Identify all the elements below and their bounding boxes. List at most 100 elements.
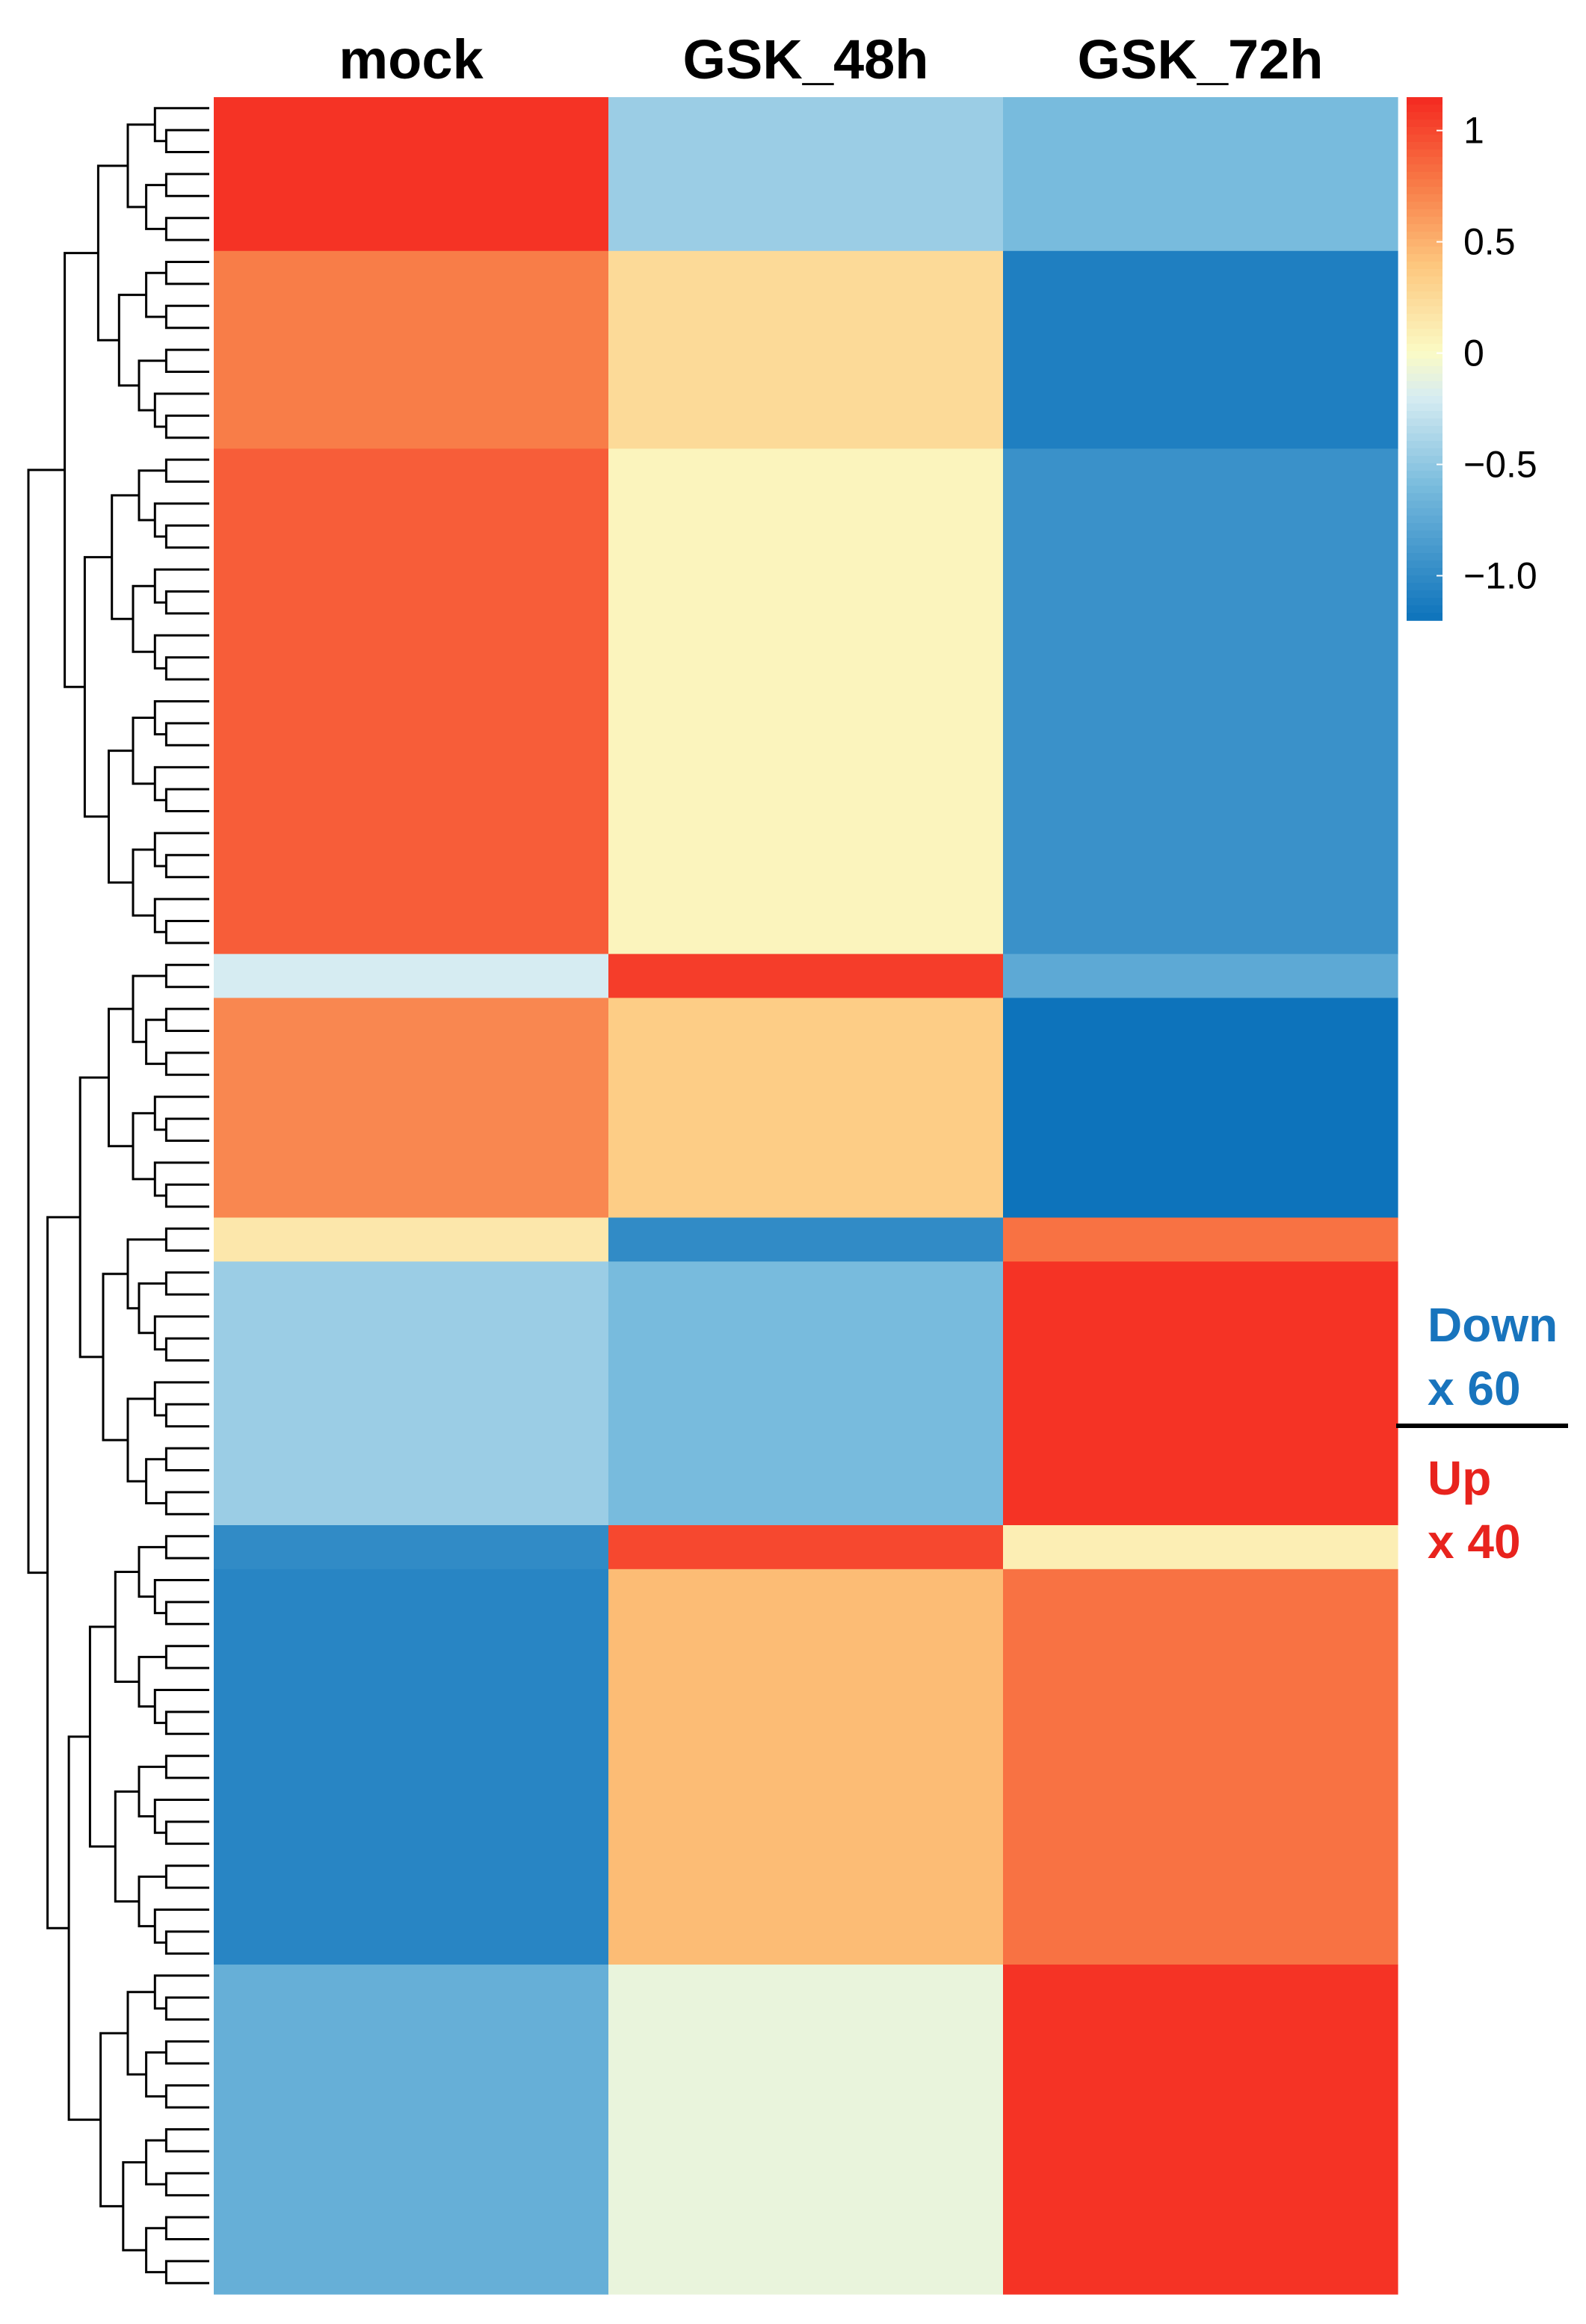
heatmap-cell [1003, 998, 1398, 1218]
heatmap-cell [608, 998, 1004, 1218]
colorbar-segment [1407, 381, 1442, 389]
heatmap-cell [214, 448, 609, 955]
dendrogram-branch [108, 750, 133, 884]
dendrogram-branch [164, 788, 209, 812]
dendrogram-branch [132, 584, 155, 653]
dendrogram-branch [153, 897, 209, 933]
colorbar-segment [1407, 142, 1442, 150]
dendrogram-branch [164, 590, 209, 615]
colorbar-segment [1407, 135, 1442, 143]
colorbar-segment [1407, 284, 1442, 292]
dendrogram-branch [164, 1820, 209, 1845]
heatmap-cell [214, 1965, 609, 2295]
colorbar-segment [1407, 568, 1442, 576]
dendrogram-branch [164, 1710, 209, 1735]
heatmap-cell [608, 250, 1004, 449]
down-label: Down [1428, 1298, 1558, 1352]
dendrogram-branch [164, 2260, 209, 2284]
dendrogram-branch [164, 1051, 209, 1076]
heatmap-cell [608, 1569, 1004, 1965]
dendrogram-branch [122, 2161, 146, 2252]
dendrogram-branch [164, 261, 209, 285]
colorbar-segment [1407, 306, 1442, 315]
dendrogram-branch [164, 129, 209, 153]
dendrogram-branch [108, 1007, 133, 1148]
dendrogram-branch [164, 304, 209, 330]
dendrogram-branch [164, 1227, 209, 1252]
dendrogram-branch [164, 656, 209, 681]
heatmap-cell [608, 1965, 1004, 2295]
heatmap-cell [214, 97, 609, 252]
dendrogram-branch [153, 1161, 209, 1197]
dendrogram-branch [114, 1571, 139, 1683]
dendrogram-branch [145, 271, 167, 318]
colorbar-tick-label: 0 [1463, 333, 1484, 374]
heatmap-cell [1003, 1569, 1398, 1965]
colorbar-segment [1407, 276, 1442, 285]
dendrogram-branch [64, 252, 99, 688]
colorbar-segment [1407, 366, 1442, 374]
dendrogram-branch [164, 920, 209, 945]
dendrogram-branch [164, 2084, 209, 2109]
colorbar-segment [1407, 598, 1442, 606]
dendrogram-branch [102, 1273, 128, 1441]
heatmap-cell [1003, 1217, 1398, 1262]
dendrogram-branch [67, 1735, 101, 2121]
colorbar-segment [1407, 187, 1442, 195]
dendrogram-branch [164, 2216, 209, 2240]
heatmap-cell [1003, 954, 1398, 998]
dendrogram-branch [164, 1183, 209, 1208]
dendrogram-branch [164, 524, 209, 549]
dendrogram-branch [132, 974, 167, 1043]
colorbar-segment [1407, 516, 1442, 524]
dendrogram-branch [145, 2227, 167, 2274]
colorbar-segment [1407, 486, 1442, 494]
colorbar-segment [1407, 418, 1442, 427]
colorbar-tick-label: 0.5 [1463, 221, 1516, 263]
heatmap-cell [1003, 1525, 1398, 1570]
colorbar-tick-label: 1 [1463, 110, 1484, 152]
dendrogram-branch [145, 1019, 167, 1066]
heatmap-cell [608, 448, 1004, 955]
dendrogram-branch [164, 1271, 209, 1296]
dendrogram-branch [164, 1755, 209, 1779]
colorbar-segment [1407, 359, 1442, 367]
dendrogram-branch [164, 1007, 209, 1032]
dendrogram-branch [138, 359, 167, 412]
colorbar-segment [1407, 299, 1442, 307]
colorbar-segment [1407, 224, 1442, 232]
colorbar-segment [1407, 538, 1442, 546]
colorbar-segment [1407, 314, 1442, 322]
colorbar-segment [1407, 344, 1442, 352]
colorbar-segment [1407, 351, 1442, 359]
dendrogram-branch [164, 458, 209, 483]
dendrogram-branch [164, 2172, 209, 2197]
colorbar-segment [1407, 254, 1442, 262]
row-dendrogram [27, 107, 209, 2284]
dendrogram-branch [164, 1864, 209, 1889]
colorbar-segment [1407, 269, 1442, 277]
dendrogram-branch [46, 1216, 81, 1929]
dendrogram-branch [153, 107, 209, 143]
colorbar-segment [1407, 426, 1442, 434]
colorbar-segment [1407, 501, 1442, 509]
dendrogram-branch [153, 832, 209, 868]
heatmap-cell [214, 1217, 609, 1262]
colorbar-segment [1407, 247, 1442, 255]
colorbar-segment [1407, 217, 1442, 225]
heatmap-cell [608, 1525, 1004, 1570]
colorbar-segment [1407, 583, 1442, 591]
dendrogram-branch [126, 1991, 155, 2076]
dendrogram-branch [164, 1535, 209, 1560]
dendrogram-branch [153, 1579, 209, 1615]
heatmap-cell [1003, 97, 1398, 252]
column-label: mock [339, 28, 484, 90]
colorbar-segment [1407, 560, 1442, 569]
dendrogram-branch [153, 1689, 209, 1725]
colorbar-tick-label: −0.5 [1463, 443, 1537, 485]
dendrogram-branch [114, 1790, 139, 1903]
column-label: GSK_72h [1077, 28, 1323, 90]
dendrogram-branch [138, 469, 167, 522]
heatmap-cell [214, 1261, 609, 1526]
